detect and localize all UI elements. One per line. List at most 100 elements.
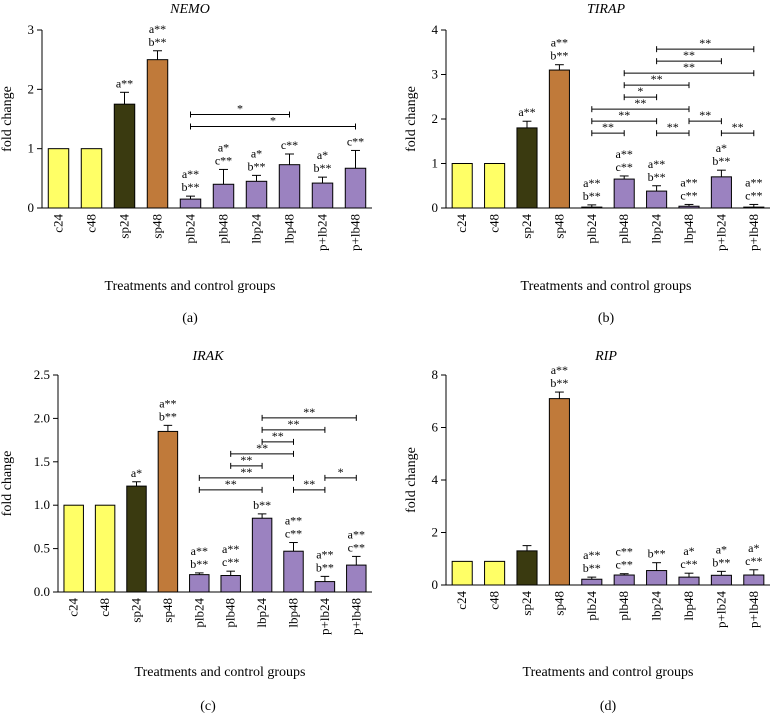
bar-p+lb48 [344,167,367,209]
x-tick-label: c24 [66,598,81,617]
y-tick-label: 2 [432,111,439,126]
significance-label: c** [285,527,302,541]
significance-label: a** [518,105,535,119]
significance-label: c** [347,134,364,148]
x-tick-label: sp24 [117,214,132,239]
bracket-label: ** [651,72,663,86]
bracket-label: ** [303,477,315,491]
significance-label: b** [648,547,666,561]
bracket-label: ** [683,48,695,62]
significance-label: a** [745,175,762,189]
bracket-label: * [338,465,344,479]
x-axis-label: Treatments and control groups [521,279,692,294]
y-tick-label: 0 [432,200,439,215]
x-tick-label: lbp24 [649,591,664,621]
bracket-label: ** [618,108,630,122]
x-tick-label: sp48 [551,591,566,616]
significance-label: a** [648,157,665,171]
bar-lbp48 [678,576,700,586]
bar-lbp24 [646,570,668,586]
y-tick-label: 1.0 [34,497,50,512]
bracket-label: ** [240,453,252,467]
significance-label: b** [190,557,208,571]
x-tick-label: c24 [454,591,469,610]
bracket-label: * [270,113,276,127]
x-tick-label: sp24 [129,598,144,623]
bar-plb24 [581,578,603,586]
x-tick-label: p+lb48 [348,598,363,635]
significance-label: c** [616,545,633,559]
significance-label: a** [551,363,568,377]
x-tick-label: plb24 [584,591,599,621]
significance-label: b** [182,180,200,194]
panel-label: (b) [598,311,615,326]
y-tick-label: 8 [432,367,439,382]
chart-title: NEMO [169,2,210,17]
bar-plb48 [220,575,241,593]
y-axis-label: fold change [0,451,15,517]
significance-label: a** [222,542,239,556]
significance-label: c** [281,138,298,152]
significance-label: c** [348,540,365,554]
x-tick-label: lbp24 [649,214,664,244]
x-tick-label: c24 [454,214,469,233]
y-tick-label: 2 [28,81,35,96]
y-tick-label: 6 [432,420,439,435]
bar-lbp24 [251,517,273,593]
bracket-label: * [637,84,643,98]
bar-lbp48 [278,164,301,209]
y-tick-label: 4 [432,22,439,37]
significance-label: a* [748,541,759,555]
significance-label: b** [550,376,568,390]
x-tick-label: p+lb24 [317,598,332,635]
y-axis-label: fold change [404,447,419,513]
significance-label: b** [248,159,266,173]
significance-label: c** [745,554,762,568]
x-tick-label: p+lb24 [713,591,728,628]
bar-sp24 [516,127,538,209]
bar-p+lb24 [314,581,336,593]
significance-label: a** [316,547,333,561]
significance-label: a** [159,396,176,410]
significance-label: b** [712,555,730,569]
significance-label: c** [222,555,239,569]
bracket-label: ** [272,429,284,443]
x-tick-label: sp24 [519,591,534,616]
significance-label: b** [149,35,167,49]
bracket-label: ** [288,417,300,431]
bar-c48 [94,504,116,593]
bar-sp48 [146,59,169,209]
significance-label: b** [550,49,568,63]
y-tick-label: 2 [432,525,439,540]
x-tick-label: c48 [487,591,502,610]
y-axis-label: fold change [0,86,15,152]
significance-label: a* [716,141,727,155]
bar-p+lb24 [710,176,732,209]
significance-label: a* [716,542,727,556]
significance-label: a** [149,22,166,36]
bar-plb48 [613,178,635,209]
bar-lbp24 [245,180,268,209]
bar-c48 [80,148,103,209]
x-tick-label: plb48 [223,598,238,628]
significance-label: c** [680,188,697,202]
significance-label: a** [348,527,365,541]
significance-label: b** [253,498,271,512]
x-tick-label: c48 [487,214,502,233]
significance-label: a* [683,544,694,558]
bracket-label: ** [225,477,237,491]
bracket-label: ** [699,36,711,50]
bracket-label: * [237,101,243,115]
x-tick-label: sp48 [160,598,175,623]
bar-p+lb48 [346,564,367,593]
x-tick-label: lbp24 [249,214,264,244]
bar-lbp24 [646,190,668,209]
bar-sp24 [113,103,136,209]
x-tick-label: plb24 [183,214,198,244]
bracket-label: ** [667,120,679,134]
bar-plb24 [189,574,210,593]
x-tick-label: sp24 [519,214,534,239]
